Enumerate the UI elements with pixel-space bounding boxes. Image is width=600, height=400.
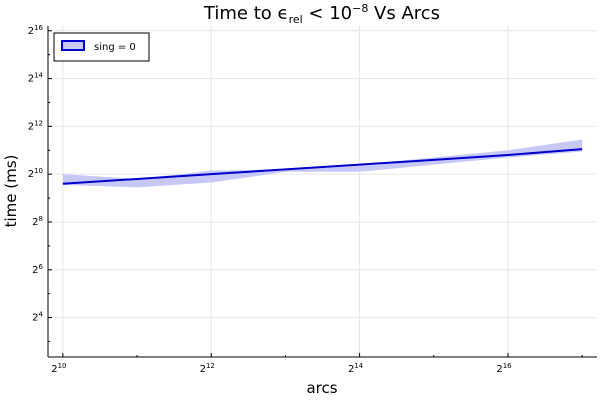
x-tick-label: 216 bbox=[496, 362, 512, 375]
y-axis-label: time (ms) bbox=[2, 155, 20, 228]
y-tick-label: 216 bbox=[28, 24, 44, 37]
y-tick-label: 28 bbox=[32, 215, 43, 228]
y-tick-label: 26 bbox=[32, 263, 43, 276]
legend-swatch bbox=[61, 40, 85, 51]
y-tick-label: 212 bbox=[28, 119, 43, 132]
series-line bbox=[62, 148, 583, 185]
y-tick-label: 24 bbox=[32, 311, 43, 324]
chart-title: Time to ϵrel < 10−8 Vs Arcs bbox=[203, 2, 440, 26]
y-tick-label: 214 bbox=[28, 72, 44, 85]
x-axis-label: arcs bbox=[306, 379, 337, 397]
x-tick-label: 210 bbox=[51, 362, 66, 375]
axis-ticks: 210 212 214 216 24 26 28 210 212 214 216 bbox=[28, 24, 583, 375]
series-line-layer bbox=[62, 148, 583, 185]
x-tick-label: 214 bbox=[348, 362, 364, 375]
legend: sing = 0 bbox=[53, 32, 150, 62]
x-tick-label: 212 bbox=[200, 362, 215, 375]
legend-label: sing = 0 bbox=[94, 42, 136, 53]
gridlines bbox=[48, 26, 597, 357]
y-tick-label: 210 bbox=[28, 167, 43, 180]
